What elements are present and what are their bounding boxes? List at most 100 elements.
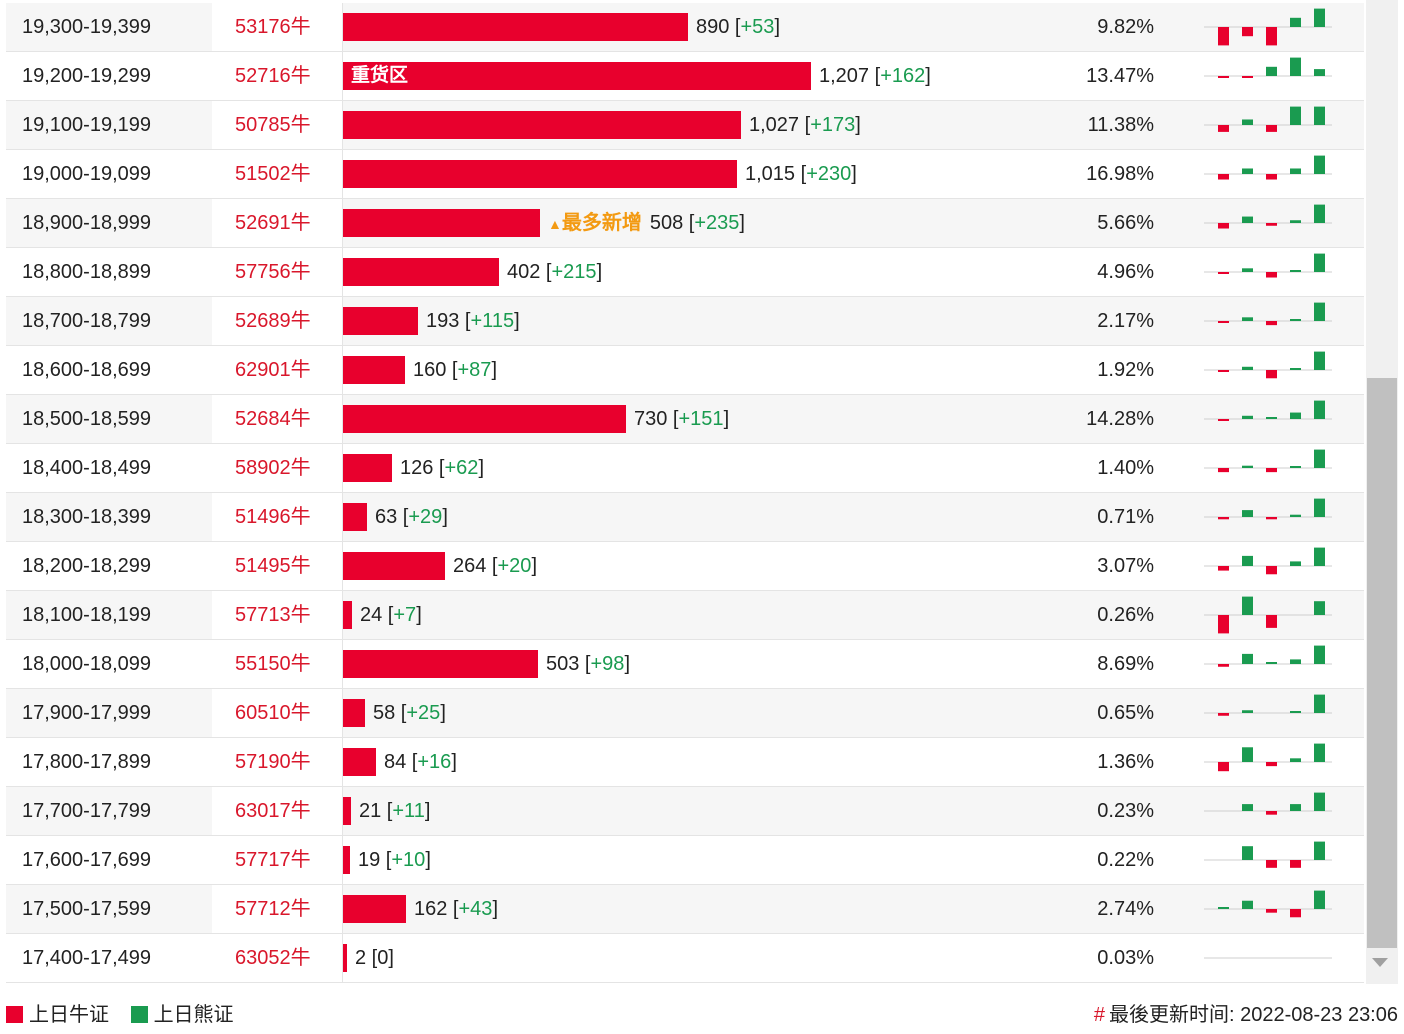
cbbc-code-cell: 52684牛 — [212, 395, 343, 443]
sparkline-bear-bar — [1242, 596, 1253, 615]
sparkline-bull-bar — [1218, 419, 1229, 421]
sparkline-bull-bar — [1266, 27, 1277, 46]
sparkline-bull-bar — [1218, 713, 1229, 716]
strike-range: 17,800-17,899 — [22, 751, 152, 773]
volume-bar — [343, 454, 392, 482]
trend-sparkline — [1204, 547, 1332, 575]
cbbc-code[interactable]: 57712牛 — [235, 898, 311, 920]
cbbc-code[interactable]: 52684牛 — [235, 408, 311, 430]
volume-delta: +173 — [810, 114, 856, 136]
bear-swatch-icon — [130, 1006, 148, 1023]
volume-count: 264 [+20] — [453, 555, 537, 577]
volume-delta: 0 — [377, 947, 389, 969]
trend-sparkline — [1204, 204, 1332, 229]
volume-delta: +29 — [408, 506, 443, 528]
cbbc-code-cell: 60510牛 — [212, 689, 343, 737]
table-row: 17,600-17,699 57717牛 19 [+10] 0.22% — [6, 836, 1364, 885]
sparkline-bear-bar — [1290, 514, 1301, 517]
sparkline-bull-bar — [1266, 566, 1277, 575]
sparkline-bull-bar — [1218, 174, 1229, 180]
cbbc-code[interactable]: 57756牛 — [235, 261, 311, 283]
most-added-label: 最多新增 — [561, 212, 642, 234]
strike-range: 19,300-19,399 — [22, 16, 152, 38]
volume-bar — [343, 699, 365, 727]
volume-bar — [343, 307, 418, 335]
trend-sparkline — [1204, 400, 1332, 421]
cbbc-code-cell: 51496牛 — [212, 493, 343, 541]
table-row: 18,200-18,299 51495牛 264 [+20] 3.07% — [6, 542, 1364, 591]
cbbc-code-cell: 57717牛 — [212, 836, 343, 884]
cbbc-code[interactable]: 51502牛 — [235, 163, 311, 185]
sparkline-bull-bar — [1218, 321, 1229, 323]
scrollbar-thumb[interactable] — [1367, 378, 1397, 948]
cbbc-code-cell: 57712牛 — [212, 885, 343, 933]
cbbc-code[interactable]: 57717牛 — [235, 849, 311, 871]
last-updated-time: 2022-08-23 23:06 — [1240, 1004, 1398, 1026]
volume-bar — [343, 111, 741, 139]
sparkline-bear-bar — [1290, 804, 1301, 811]
table-row: 18,000-18,099 55150牛 503 [+98] 8.69% — [6, 640, 1364, 689]
bull-swatch-icon — [6, 1006, 23, 1023]
share-percent: 4.96% — [1097, 261, 1154, 283]
cbbc-code[interactable]: 52691牛 — [235, 212, 311, 234]
sparkline-bear-bar — [1290, 270, 1301, 272]
sparkline-bear-bar — [1242, 168, 1253, 174]
legend-bull-label: 上日牛证 — [29, 1004, 109, 1026]
sparkline-bull-bar — [1218, 27, 1229, 46]
volume-value: 503 — [546, 653, 580, 675]
trend-sparkline — [1204, 106, 1332, 132]
volume-bar — [343, 503, 367, 531]
trend-sparkline — [1204, 743, 1332, 772]
trend-sparkline — [1204, 596, 1332, 634]
sparkline-bull-bar — [1266, 468, 1277, 473]
cbbc-code[interactable]: 51495牛 — [235, 555, 311, 577]
cbbc-code[interactable]: 52689牛 — [235, 310, 311, 332]
strike-range: 18,800-18,899 — [22, 261, 152, 283]
sparkline-bull-bar — [1218, 272, 1229, 274]
cbbc-code[interactable]: 57190牛 — [235, 751, 311, 773]
sparkline-bull-bar — [1266, 517, 1277, 520]
cbbc-code-cell: 58902牛 — [212, 444, 343, 492]
share-percent: 0.65% — [1097, 702, 1154, 724]
table-row: 17,500-17,599 57712牛 162 [+43] 2.74% — [6, 885, 1364, 934]
cbbc-code[interactable]: 63017牛 — [235, 800, 311, 822]
sparkline-bear-bar — [1314, 792, 1325, 811]
volume-count: 84 [+16] — [384, 751, 457, 773]
cbbc-code[interactable]: 50785牛 — [235, 114, 311, 136]
cbbc-code[interactable]: 60510牛 — [235, 702, 311, 724]
cbbc-code[interactable]: 57713牛 — [235, 604, 311, 626]
trend-sparkline — [1204, 57, 1332, 78]
volume-value: 160 — [413, 359, 447, 381]
sparkline-bull-bar — [1266, 272, 1277, 278]
cbbc-code-cell: 51495牛 — [212, 542, 343, 590]
volume-bar — [343, 944, 347, 972]
volume-count: 503 [+98] — [546, 653, 630, 675]
scroll-down-arrow-icon[interactable] — [1372, 958, 1388, 967]
table-row: 18,600-18,699 62901牛 160 [+87] 1.92% — [6, 346, 1364, 395]
strike-range: 18,300-18,399 — [22, 506, 152, 528]
cbbc-code[interactable]: 51496牛 — [235, 506, 311, 528]
volume-value: 63 — [375, 506, 398, 528]
volume-count: 1,027 [+173] — [749, 114, 861, 136]
volume-value: 2 — [355, 947, 367, 969]
table-row: 18,700-18,799 52689牛 193 [+115] 2.17% — [6, 297, 1364, 346]
table-row: 17,700-17,799 63017牛 21 [+11] 0.23% — [6, 787, 1364, 836]
table-row: 19,200-19,299 52716牛 重货区 1,207 [+162] 13.47% — [6, 52, 1364, 101]
cbbc-code[interactable]: 58902牛 — [235, 457, 311, 479]
cbbc-code[interactable]: 52716牛 — [235, 65, 311, 87]
sparkline-bear-bar — [1242, 216, 1253, 223]
table-row: 17,900-17,999 60510牛 58 [+25] 0.65% — [6, 689, 1364, 738]
cbbc-code[interactable]: 53176牛 — [235, 16, 311, 38]
cbbc-code[interactable]: 62901牛 — [235, 359, 311, 381]
volume-bar — [343, 405, 626, 433]
cbbc-code-cell: 62901牛 — [212, 346, 343, 394]
table-row: 17,400-17,499 63052牛 2 [0] 0.03% — [6, 934, 1364, 983]
cbbc-code[interactable]: 63052牛 — [235, 947, 311, 969]
volume-value: 84 — [384, 751, 407, 773]
volume-delta: +25 — [406, 702, 441, 724]
cbbc-code[interactable]: 55150牛 — [235, 653, 311, 675]
volume-delta: +162 — [880, 65, 926, 87]
volume-value: 1,027 — [749, 114, 800, 136]
sparkline-bear-bar — [1314, 841, 1325, 860]
sparkline-bear-bar — [1314, 743, 1325, 762]
